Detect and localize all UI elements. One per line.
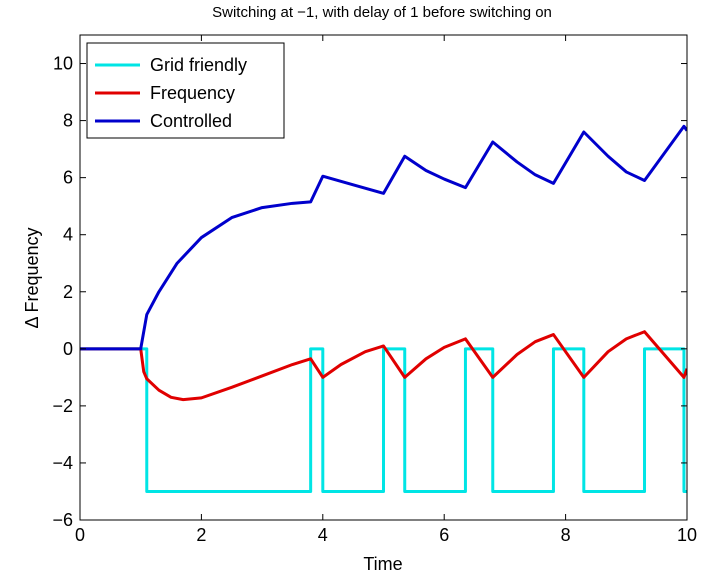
- legend: Grid friendly Frequency Controlled: [86, 42, 285, 139]
- legend-label: Grid friendly: [150, 55, 247, 75]
- y-tick-label: 2: [63, 282, 73, 302]
- x-tick-label: 0: [75, 525, 85, 545]
- y-tick-label: 0: [63, 339, 73, 359]
- y-tick-label: −2: [52, 396, 73, 416]
- x-tick-label: 10: [677, 525, 697, 545]
- x-axis-label: Time: [363, 554, 402, 574]
- legend-label: Frequency: [150, 83, 235, 103]
- x-tick-label: 6: [439, 525, 449, 545]
- x-tick-label: 8: [561, 525, 571, 545]
- series-group: [80, 124, 687, 493]
- y-axis-label: Δ Frequency: [22, 227, 42, 328]
- legend-label: Controlled: [150, 111, 232, 131]
- series-line-frequency: [80, 330, 687, 402]
- y-tick-label: 10: [53, 54, 73, 74]
- x-tick-label: 2: [196, 525, 206, 545]
- y-tick-label: 6: [63, 168, 73, 188]
- y-tick-label: −6: [52, 510, 73, 530]
- series-line-controlled: [80, 124, 687, 351]
- x-tick-label: 4: [318, 525, 328, 545]
- y-tick-label: −4: [52, 453, 73, 473]
- plot-frame: [79, 34, 688, 521]
- ticks-group: 0 2 4 6 8 10 −6 −4 −2 0 2 4 6 8 10: [52, 35, 697, 545]
- chart-title: Switching at −1, with delay of 1 before …: [212, 4, 552, 21]
- series-line-grid-friendly: [80, 347, 687, 493]
- y-tick-label: 4: [63, 225, 73, 245]
- y-tick-label: 8: [63, 111, 73, 131]
